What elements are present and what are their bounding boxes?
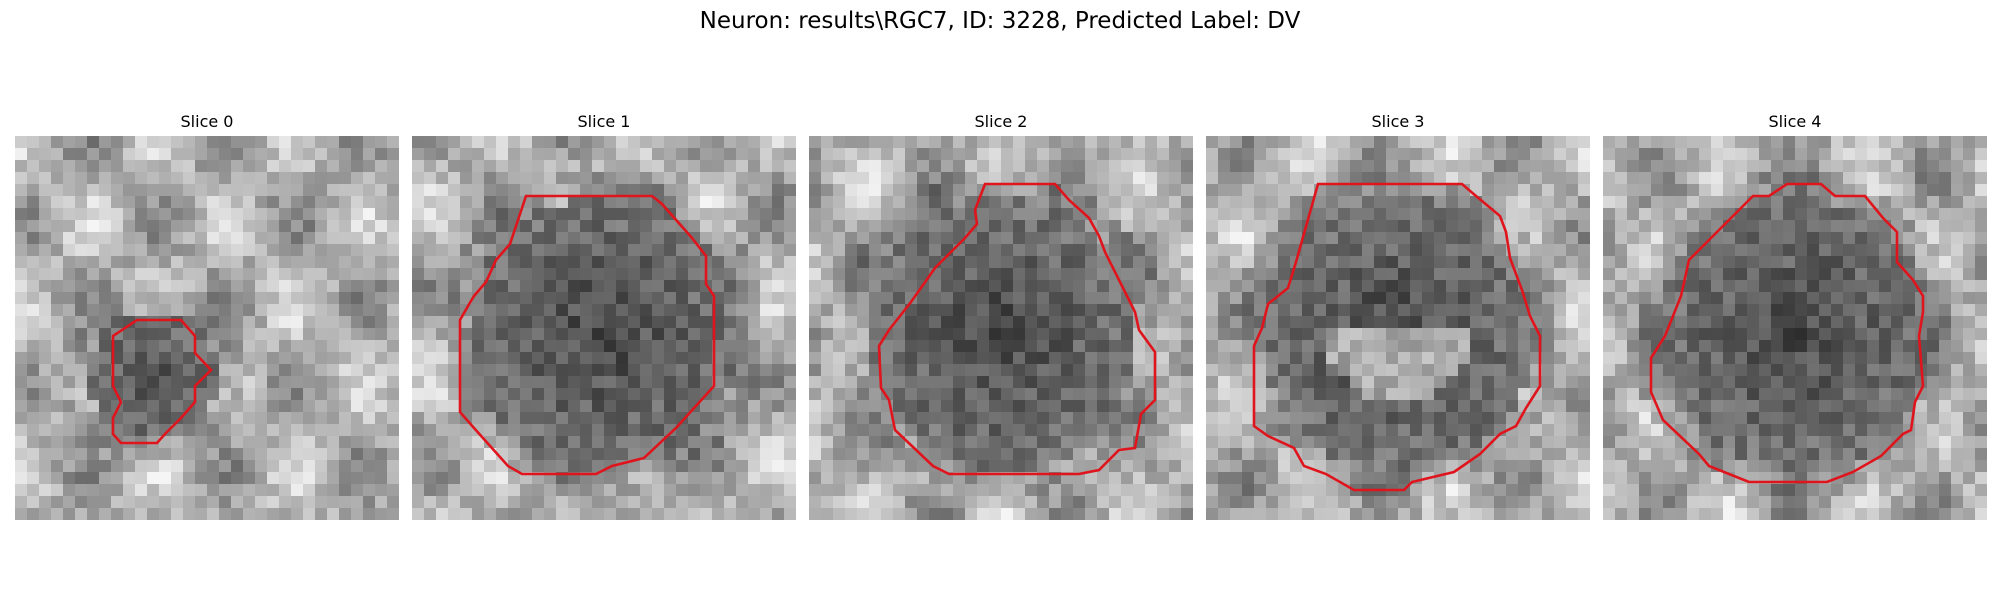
cell-contour	[877, 182, 1157, 476]
slice-panel-2: Slice 2	[809, 110, 1193, 520]
slice-panel-0: Slice 0	[15, 110, 399, 520]
cell-contour	[1252, 182, 1542, 492]
cell-contour	[111, 318, 213, 445]
slice-image	[1206, 136, 1590, 520]
grayscale-image	[1603, 136, 1987, 520]
slice-title: Slice 1	[577, 112, 631, 131]
slice-image	[809, 136, 1193, 520]
slice-title: Slice 4	[1768, 112, 1822, 131]
slice-title: Slice 0	[180, 112, 234, 131]
grayscale-image	[809, 136, 1193, 520]
grayscale-image	[15, 136, 399, 520]
slice-image	[15, 136, 399, 520]
slice-panel-4: Slice 4	[1603, 110, 1987, 520]
slice-panel-3: Slice 3	[1206, 110, 1590, 520]
slice-panel-1: Slice 1	[412, 110, 796, 520]
slice-title: Slice 3	[1371, 112, 1425, 131]
figure-title: Neuron: results\RGC7, ID: 3228, Predicte…	[699, 8, 1301, 34]
cell-contour	[1649, 182, 1925, 484]
grayscale-image	[1206, 136, 1590, 520]
grayscale-image	[412, 136, 796, 520]
cell-contour	[458, 194, 716, 476]
slice-image	[412, 136, 796, 520]
slice-title: Slice 2	[974, 112, 1028, 131]
slice-image	[1603, 136, 1987, 520]
